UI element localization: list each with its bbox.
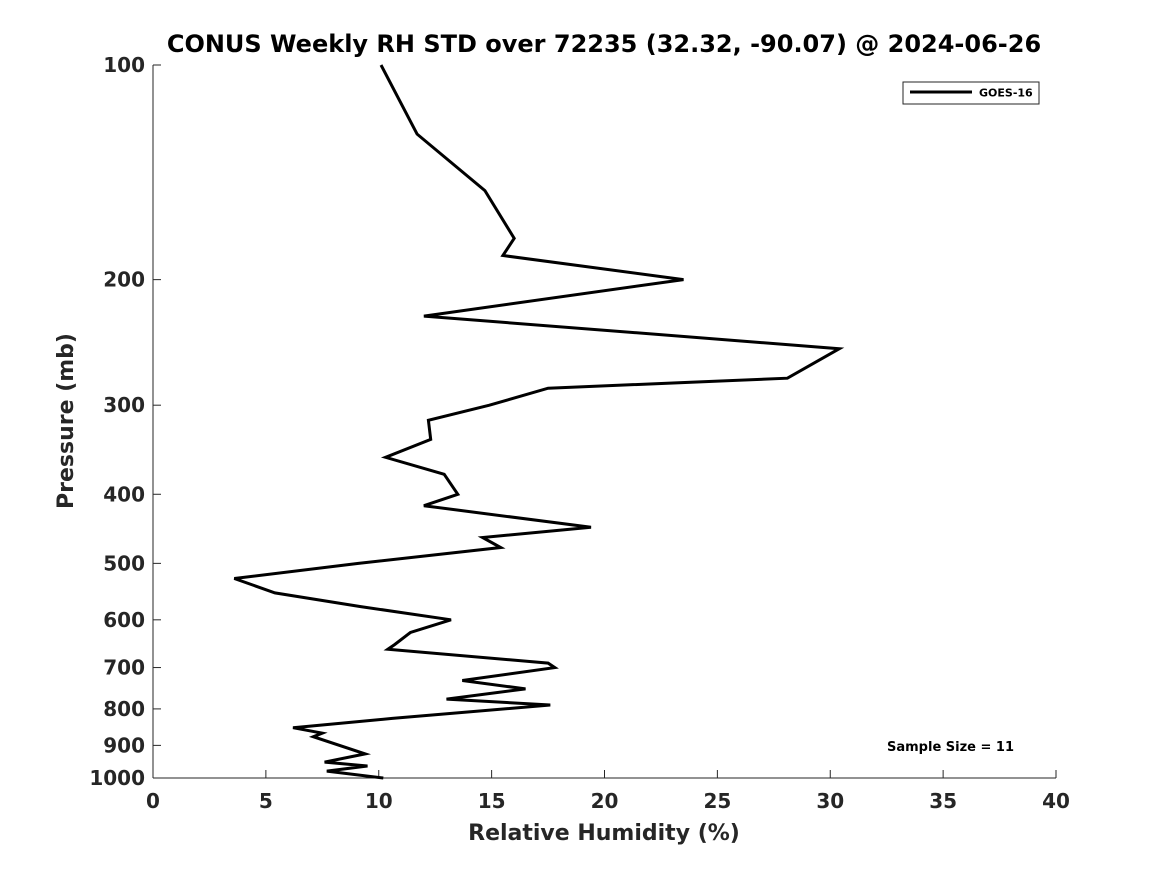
y-tick-label: 1000 — [89, 766, 145, 790]
series-line-goes-16 — [233, 64, 845, 780]
y-tick-label: 200 — [103, 268, 145, 292]
axes — [152, 65, 1056, 779]
y-tick-label: 300 — [103, 393, 145, 417]
x-tick-label: 20 — [591, 789, 619, 813]
x-tick-label: 40 — [1042, 789, 1070, 813]
y-tick-label: 400 — [103, 482, 145, 506]
y-tick-label: 100 — [103, 53, 145, 77]
y-axis-label: Pressure (mb) — [54, 333, 79, 509]
y-tick-label: 600 — [103, 608, 145, 632]
x-tick-label: 0 — [146, 789, 160, 813]
legend: GOES-16 — [902, 81, 1040, 105]
x-axis-label: Relative Humidity (%) — [468, 821, 740, 846]
x-tick-label: 15 — [478, 789, 506, 813]
series-layer — [233, 64, 845, 780]
y-tick-label: 800 — [103, 697, 145, 721]
y-tick-label: 700 — [103, 656, 145, 680]
y-tick-label: 500 — [103, 551, 145, 575]
y-axis-ticks: 100 200 300 400 500 600 700 800 900 1000 — [89, 53, 161, 790]
x-tick-label: 25 — [703, 789, 731, 813]
x-tick-label: 10 — [365, 789, 393, 813]
x-tick-label: 30 — [816, 789, 844, 813]
chart-title: CONUS Weekly RH STD over 72235 (32.32, -… — [167, 30, 1041, 58]
sample-size-annotation: Sample Size = 11 — [887, 740, 1014, 755]
x-tick-label: 35 — [929, 789, 957, 813]
x-tick-label: 5 — [259, 789, 273, 813]
legend-label-goes-16: GOES-16 — [979, 87, 1033, 100]
x-axis-ticks: 0 5 10 15 20 25 30 35 40 — [146, 770, 1070, 813]
y-tick-label: 900 — [103, 733, 145, 757]
